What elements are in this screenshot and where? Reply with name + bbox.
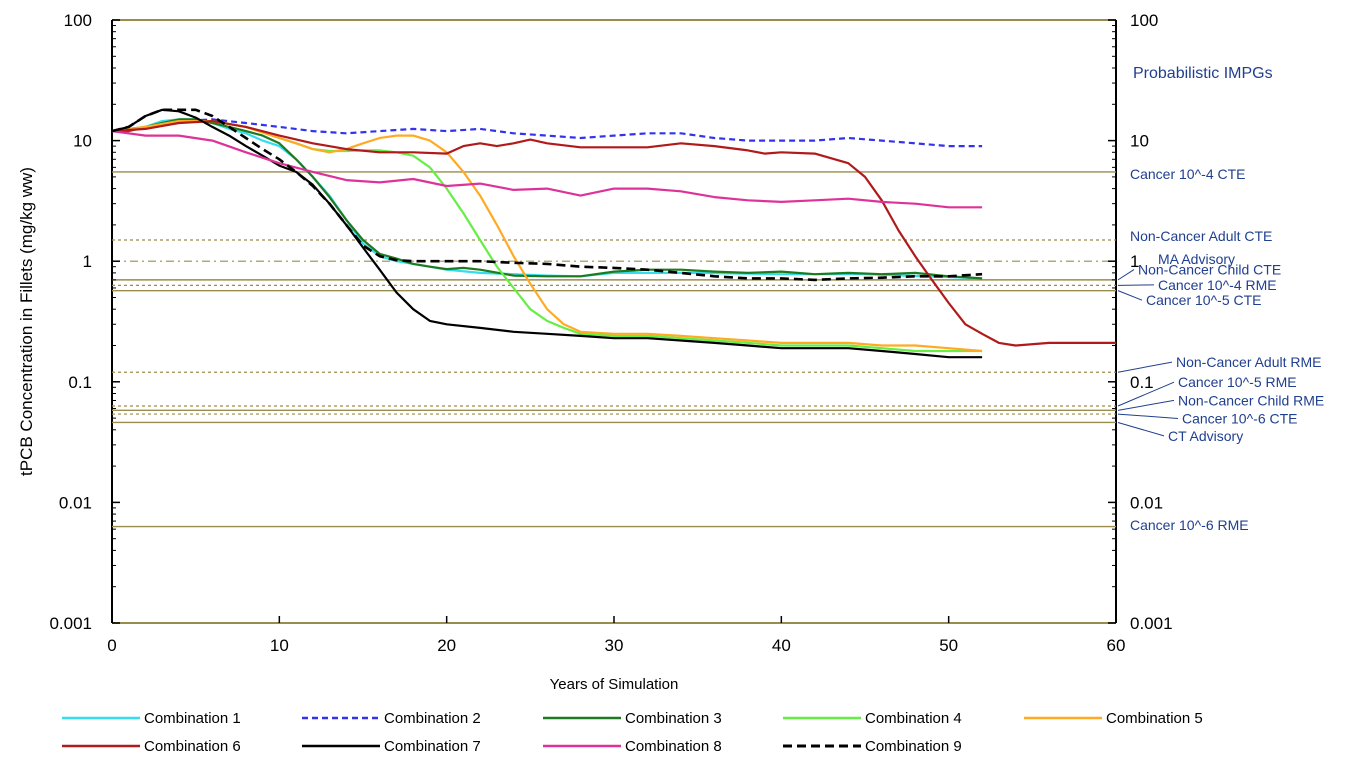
reference-leader-line (1117, 269, 1135, 281)
y-right-tick-label: 10 (1130, 132, 1149, 151)
y-left-tick-label: 0.01 (59, 493, 92, 512)
x-tick-label-50: 50 (939, 636, 958, 655)
reference-leader-line (1117, 361, 1173, 373)
legend-label-2: Combination 2 (384, 710, 481, 727)
x-tick-label-20: 20 (437, 636, 456, 655)
legend-label-1: Combination 1 (144, 710, 241, 727)
legend-label-5: Combination 5 (1106, 710, 1203, 727)
reference-leader-line (1117, 413, 1179, 419)
reference-label-7: Non-Cancer Adult RME (1176, 354, 1322, 370)
reference-label-5: Cancer 10^-4 RME (1158, 277, 1277, 293)
reference-leader-line (1117, 399, 1175, 411)
right-axis-title: Probabilistic IMPGs (1133, 65, 1273, 82)
reference-label-6: Cancer 10^-5 CTE (1146, 292, 1262, 308)
reference-label-4: Non-Cancer Child CTE (1138, 262, 1281, 278)
reference-leader-line (1117, 381, 1175, 407)
reference-label-2: Non-Cancer Adult CTE (1130, 228, 1272, 244)
legend-label-6: Combination 6 (144, 738, 241, 755)
reference-label-11: CT Advisory (1168, 428, 1243, 444)
reference-label-10: Cancer 10^-6 CTE (1182, 410, 1298, 426)
series-line-5 (111, 119, 983, 353)
y-right-tick-label: 0.01 (1130, 493, 1163, 512)
y-axis-title: tPCB Concentration in Fillets (mg/kg ww) (17, 167, 36, 476)
legend-label-7: Combination 7 (384, 738, 481, 755)
y-left-tick-label: 0.001 (49, 614, 92, 633)
series-line-7 (111, 108, 983, 359)
x-tick-label-0: 0 (107, 636, 116, 655)
x-tick-label-40: 40 (772, 636, 791, 655)
x-tick-label-30: 30 (605, 636, 624, 655)
reference-leader-line (1117, 284, 1155, 286)
y-left-tick-label: 10 (73, 132, 92, 151)
series-line-6 (111, 119, 1116, 347)
series-line-3 (112, 118, 983, 280)
legend-label-8: Combination 8 (625, 738, 722, 755)
reference-label-3: MA Advisory (1158, 251, 1235, 267)
reference-label-9: Non-Cancer Child RME (1178, 392, 1324, 408)
x-tick-label-10: 10 (270, 636, 289, 655)
legend-label-3: Combination 3 (625, 710, 722, 727)
y-right-tick-label: 100 (1130, 11, 1158, 30)
y-right-tick-label: 0.001 (1130, 614, 1173, 633)
legend-label-9: Combination 9 (865, 738, 962, 755)
x-axis-title: Years of Simulation (550, 676, 679, 693)
reference-leader-line (1117, 290, 1143, 301)
reference-label-8: Cancer 10^-5 RME (1178, 374, 1297, 390)
reference-label-1: Cancer 10^-4 CTE (1130, 166, 1246, 182)
reference-label-12: Cancer 10^-6 RME (1130, 517, 1249, 533)
series-line-4 (111, 119, 983, 353)
y-right-tick-label: 0.1 (1130, 373, 1154, 392)
series-line-8 (111, 130, 983, 209)
x-tick-label-60: 60 (1107, 636, 1126, 655)
y-right-tick-label: 1 (1130, 252, 1139, 271)
reference-leader-line (1117, 421, 1165, 437)
y-left-tick-label: 0.1 (68, 373, 92, 392)
series-line-9 (111, 108, 983, 282)
y-left-tick-label: 100 (64, 11, 92, 30)
y-left-tick-label: 1 (83, 252, 92, 271)
legend-label-4: Combination 4 (865, 710, 962, 727)
